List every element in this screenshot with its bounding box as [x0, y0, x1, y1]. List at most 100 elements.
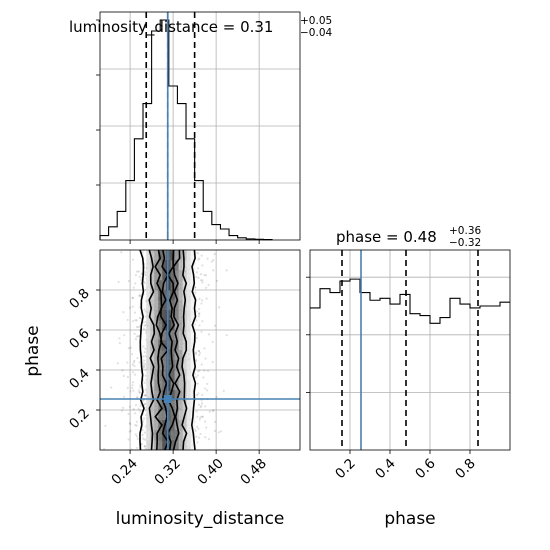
scatter-point	[141, 428, 144, 432]
contour-line	[166, 250, 176, 450]
scatter-point	[213, 252, 216, 256]
density-cell	[170, 340, 175, 351]
density-cell	[178, 390, 183, 401]
density-cell	[170, 410, 175, 421]
density-cell	[146, 270, 151, 281]
density-cell	[174, 330, 179, 341]
scatter-point	[132, 408, 135, 411]
scatter-point	[201, 320, 204, 323]
density-cell	[146, 380, 151, 391]
density-cell	[186, 390, 191, 401]
scatter-point	[126, 318, 129, 322]
density-cell	[162, 370, 167, 381]
density-cell	[158, 410, 163, 421]
density-cell	[158, 360, 163, 371]
density-cell	[166, 350, 171, 361]
scatter-point	[143, 273, 146, 276]
scatter-point	[207, 333, 211, 336]
density-cell	[150, 330, 155, 341]
x-tick-label: 0.8	[452, 456, 479, 483]
scatter-point	[131, 305, 134, 308]
density-cell	[150, 310, 155, 321]
scatter-point	[201, 415, 205, 418]
scatter-point	[197, 427, 200, 430]
density-cell	[150, 420, 155, 431]
scatter-point	[199, 273, 203, 276]
scatter-point	[133, 311, 137, 314]
density-cell	[190, 270, 195, 281]
density-cell	[146, 410, 151, 421]
density-cell	[146, 370, 151, 381]
density-cell	[182, 270, 187, 281]
density-cell	[174, 270, 179, 281]
scatter-point	[194, 351, 198, 354]
scatter-point	[138, 294, 141, 297]
scatter-point	[196, 374, 199, 377]
scatter-point	[200, 302, 203, 305]
density-cell	[146, 320, 151, 331]
scatter-point	[196, 425, 199, 428]
scatter-point	[140, 317, 143, 320]
density-cell	[186, 420, 191, 431]
density-cell	[154, 250, 159, 261]
scatter-point	[110, 386, 113, 389]
x-tick-label: 0.24	[108, 456, 141, 489]
phase-title-minus: −0.32	[449, 237, 481, 249]
scatter-point	[194, 429, 197, 432]
density-cell	[174, 250, 179, 261]
scatter-point	[143, 359, 146, 362]
density-cell	[146, 430, 151, 441]
histogram-steps	[99, 19, 273, 241]
density-cell	[146, 420, 151, 431]
scatter-point	[143, 445, 146, 448]
density-cell	[190, 440, 195, 450]
scatter-point	[201, 299, 204, 302]
scatter-point	[144, 393, 147, 397]
scatter-point	[201, 281, 204, 284]
scatter-point	[138, 361, 141, 364]
scatter-point	[204, 274, 208, 277]
density-cell	[190, 280, 195, 291]
scatter-point	[131, 258, 135, 261]
scatter-point	[200, 330, 203, 333]
scatter-point	[117, 280, 120, 284]
contour-line	[190, 250, 197, 450]
density-cell	[158, 390, 163, 401]
x-tick-label: 0.2	[332, 456, 359, 483]
density-cell	[178, 410, 183, 421]
density-cell	[154, 330, 159, 341]
scatter-point	[197, 370, 200, 373]
density-cell	[158, 370, 163, 381]
density-cell	[178, 340, 183, 351]
density-cell	[158, 250, 163, 261]
scatter-point	[195, 310, 198, 313]
scatter-point	[137, 270, 141, 273]
scatter-point	[135, 319, 138, 322]
density-cell	[154, 390, 159, 401]
scatter-point	[142, 364, 145, 367]
scatter-point	[144, 447, 147, 450]
scatter-point	[201, 279, 204, 282]
scatter-point	[137, 325, 140, 329]
density-cell	[178, 360, 183, 371]
scatter-point	[196, 382, 200, 385]
scatter-point	[214, 420, 217, 423]
scatter-point	[200, 254, 203, 257]
scatter-point	[212, 408, 215, 412]
scatter-point	[218, 306, 221, 309]
density-cell	[166, 330, 171, 341]
density-cell	[146, 250, 151, 261]
y-tick-label: 0.8	[66, 286, 93, 313]
density-cell	[186, 400, 191, 411]
scatter-point	[197, 349, 200, 353]
density-cell	[146, 280, 151, 291]
scatter-point	[201, 264, 204, 267]
scatter-point	[131, 297, 135, 300]
density-cell	[154, 290, 159, 301]
scatter-point	[194, 358, 197, 361]
scatter-point	[143, 281, 146, 284]
scatter-point	[135, 325, 138, 329]
scatter-point	[143, 351, 147, 354]
density-cell	[178, 370, 183, 381]
scatter-point	[120, 251, 123, 254]
